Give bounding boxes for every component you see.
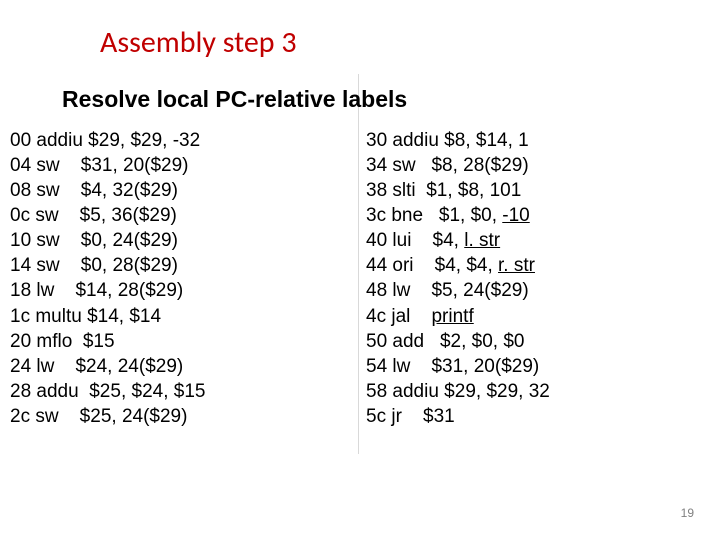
code-line: 48 lw $5, 24($29) xyxy=(366,278,710,303)
code-line: 4c jal printf xyxy=(366,304,710,329)
code-columns: 00 addiu $29, $29, -3204 sw $31, 20($29)… xyxy=(10,128,710,429)
unresolved-label: l. str xyxy=(464,230,500,251)
unresolved-label: -10 xyxy=(502,205,529,226)
code-line: 54 lw $31, 20($29) xyxy=(366,354,710,379)
code-line: 10 sw $0, 24($29) xyxy=(10,228,366,253)
code-line: 04 sw $31, 20($29) xyxy=(10,153,366,178)
code-line: 34 sw $8, 28($29) xyxy=(366,153,710,178)
code-line: 30 addiu $8, $14, 1 xyxy=(366,128,710,153)
code-line: 00 addiu $29, $29, -32 xyxy=(10,128,366,153)
code-line: 50 add $2, $0, $0 xyxy=(366,329,710,354)
code-line: 20 mflo $15 xyxy=(10,329,366,354)
code-line: 58 addiu $29, $29, 32 xyxy=(366,379,710,404)
code-line: 28 addu $25, $24, $15 xyxy=(10,379,366,404)
code-line: 08 sw $4, 32($29) xyxy=(10,178,366,203)
code-line: 5c jr $31 xyxy=(366,404,710,429)
code-column-left: 00 addiu $29, $29, -3204 sw $31, 20($29)… xyxy=(10,128,366,429)
code-line: 24 lw $24, 24($29) xyxy=(10,354,366,379)
slide-subtitle: Resolve local PC-relative labels xyxy=(62,86,407,113)
page-number: 19 xyxy=(681,506,694,520)
code-column-right: 30 addiu $8, $14, 134 sw $8, 28($29)38 s… xyxy=(366,128,710,429)
code-line: 38 slti $1, $8, 101 xyxy=(366,178,710,203)
code-line: 18 lw $14, 28($29) xyxy=(10,278,366,303)
code-line: 0c sw $5, 36($29) xyxy=(10,203,366,228)
code-line: 1c multu $14, $14 xyxy=(10,304,366,329)
code-line: 44 ori $4, $4, r. str xyxy=(366,253,710,278)
code-line: 14 sw $0, 28($29) xyxy=(10,253,366,278)
code-line: 2c sw $25, 24($29) xyxy=(10,404,366,429)
slide-title: Assembly step 3 xyxy=(100,24,297,61)
unresolved-label: printf xyxy=(431,306,473,327)
unresolved-label: r. str xyxy=(498,255,535,276)
code-line: 3c bne $1, $0, -10 xyxy=(366,203,710,228)
code-line: 40 lui $4, l. str xyxy=(366,228,710,253)
